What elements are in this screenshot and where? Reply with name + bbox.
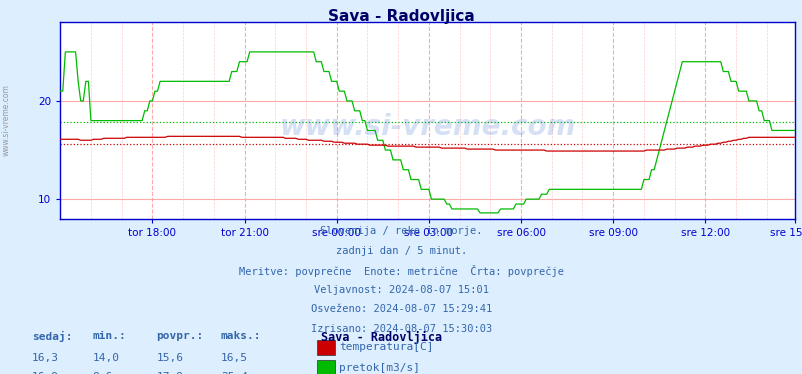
- Text: www.si-vreme.com: www.si-vreme.com: [279, 113, 575, 141]
- Text: Meritve: povprečne  Enote: metrične  Črta: povprečje: Meritve: povprečne Enote: metrične Črta:…: [239, 265, 563, 277]
- Text: 14,0: 14,0: [92, 353, 119, 363]
- Text: Sava - Radovljica: Sava - Radovljica: [328, 9, 474, 24]
- Text: povpr.:: povpr.:: [156, 331, 204, 341]
- Text: Osveženo: 2024-08-07 15:29:41: Osveženo: 2024-08-07 15:29:41: [310, 304, 492, 314]
- Text: min.:: min.:: [92, 331, 126, 341]
- Text: 16,5: 16,5: [221, 353, 248, 363]
- Text: temperatura[C]: temperatura[C]: [338, 342, 433, 352]
- Text: Veljavnost: 2024-08-07 15:01: Veljavnost: 2024-08-07 15:01: [314, 285, 488, 295]
- Text: zadnji dan / 5 minut.: zadnji dan / 5 minut.: [335, 246, 467, 256]
- Text: 15,6: 15,6: [156, 353, 184, 363]
- Text: maks.:: maks.:: [221, 331, 261, 341]
- Text: Sava - Radovljica: Sava - Radovljica: [321, 331, 442, 344]
- Text: 17,9: 17,9: [156, 372, 184, 374]
- Text: pretok[m3/s]: pretok[m3/s]: [338, 363, 419, 373]
- Text: Izrisano: 2024-08-07 15:30:03: Izrisano: 2024-08-07 15:30:03: [310, 324, 492, 334]
- Text: 25,4: 25,4: [221, 372, 248, 374]
- Text: www.si-vreme.com: www.si-vreme.com: [2, 84, 11, 156]
- Text: 16,3: 16,3: [32, 353, 59, 363]
- Text: 16,9: 16,9: [32, 372, 59, 374]
- Text: sedaj:: sedaj:: [32, 331, 72, 342]
- Text: Slovenija / reke in morje.: Slovenija / reke in morje.: [320, 226, 482, 236]
- Text: 8,6: 8,6: [92, 372, 112, 374]
